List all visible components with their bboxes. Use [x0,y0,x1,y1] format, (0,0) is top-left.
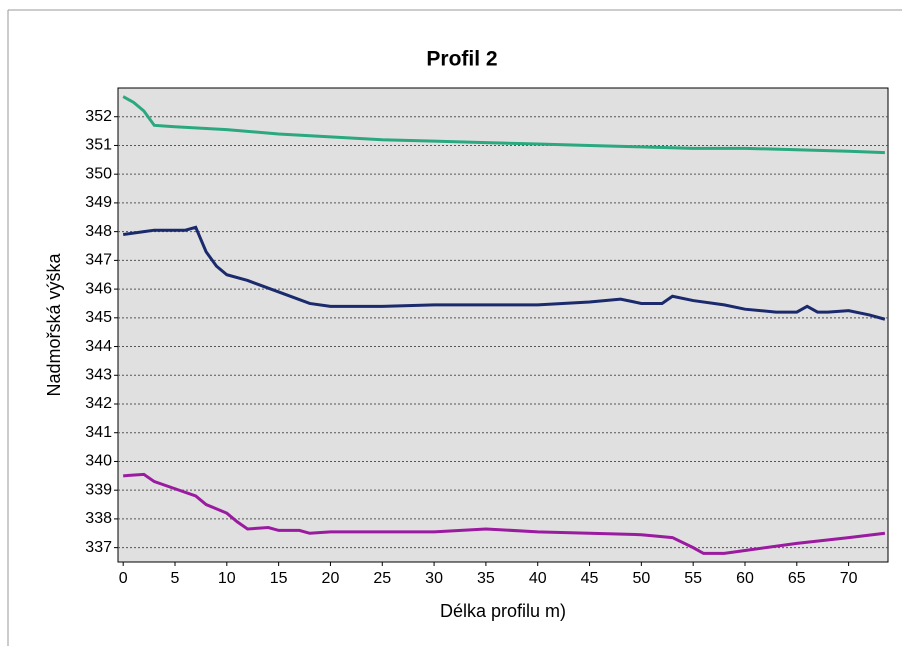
x-tick-label: 15 [270,570,288,587]
series-line [123,472,886,555]
y-tick-label: 339 [85,481,112,498]
y-tick-label: 352 [85,108,112,125]
x-axis-label: Délka profilu m) [440,601,566,621]
x-tick-label: 40 [529,570,547,587]
y-tick-label: 342 [85,395,112,412]
x-tick-label: 65 [788,570,806,587]
y-tick-label: 341 [85,424,112,441]
chart-title: Profil 2 [426,48,497,71]
y-tick-label: 337 [85,539,112,556]
y-tick-label: 343 [85,366,112,383]
x-tick-label: 30 [425,570,443,587]
x-tick-label: 5 [171,570,180,587]
x-tick-label: 70 [840,570,858,587]
series-line [122,95,885,155]
y-tick-label: 345 [85,309,112,326]
x-tick-label: 50 [632,570,650,587]
x-tick-label: 10 [218,570,236,587]
y-tick-label: 351 [85,137,112,154]
x-tick-label: 25 [373,570,391,587]
x-tick-label: 45 [581,570,599,587]
y-tick-label: 348 [85,223,112,240]
y-tick-label: 347 [85,252,112,269]
y-tick-label: 350 [85,165,112,182]
plot-area [117,87,889,563]
x-tick-label: 55 [684,570,702,587]
y-axis-label: Nadmořská výška [44,252,64,396]
y-tick-label: 340 [85,453,112,470]
series-line [122,225,886,321]
y-tick-label: 344 [85,338,112,355]
y-tick-label: 349 [85,194,112,211]
x-tick-label: 20 [322,570,340,587]
y-tick-label: 338 [85,510,112,527]
x-tick-label: 35 [477,570,495,587]
x-tick-label: 0 [119,570,128,587]
y-tick-label: 346 [85,280,112,297]
x-tick-label: 60 [736,570,754,587]
